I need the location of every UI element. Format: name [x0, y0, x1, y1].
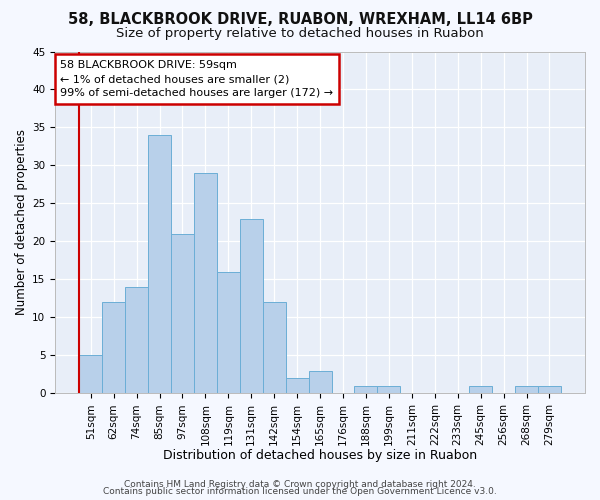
- Bar: [102, 302, 125, 394]
- Bar: [515, 386, 538, 394]
- Bar: [79, 356, 102, 394]
- Bar: [125, 287, 148, 394]
- Text: Size of property relative to detached houses in Ruabon: Size of property relative to detached ho…: [116, 28, 484, 40]
- Text: 58 BLACKBROOK DRIVE: 59sqm
← 1% of detached houses are smaller (2)
99% of semi-d: 58 BLACKBROOK DRIVE: 59sqm ← 1% of detac…: [61, 60, 334, 98]
- Bar: [171, 234, 194, 394]
- Bar: [308, 370, 332, 394]
- Bar: [377, 386, 400, 394]
- Bar: [148, 135, 171, 394]
- Text: Contains public sector information licensed under the Open Government Licence v3: Contains public sector information licen…: [103, 488, 497, 496]
- Text: 58, BLACKBROOK DRIVE, RUABON, WREXHAM, LL14 6BP: 58, BLACKBROOK DRIVE, RUABON, WREXHAM, L…: [68, 12, 532, 28]
- Y-axis label: Number of detached properties: Number of detached properties: [15, 130, 28, 316]
- Bar: [194, 173, 217, 394]
- Bar: [217, 272, 240, 394]
- X-axis label: Distribution of detached houses by size in Ruabon: Distribution of detached houses by size …: [163, 450, 477, 462]
- Text: Contains HM Land Registry data © Crown copyright and database right 2024.: Contains HM Land Registry data © Crown c…: [124, 480, 476, 489]
- Bar: [240, 218, 263, 394]
- Bar: [355, 386, 377, 394]
- Bar: [469, 386, 492, 394]
- Bar: [286, 378, 308, 394]
- Bar: [538, 386, 561, 394]
- Bar: [263, 302, 286, 394]
